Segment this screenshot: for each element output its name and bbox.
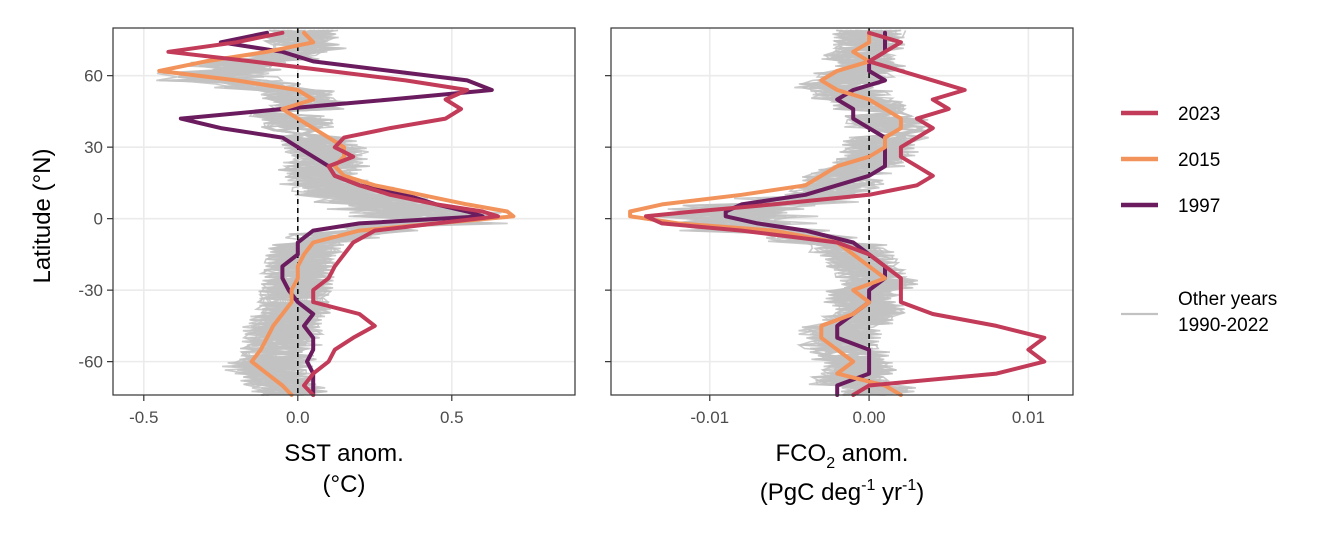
panel-sst-series <box>157 30 516 397</box>
panel-sst-other-years <box>156 29 508 396</box>
fco2-other-year-line-27 <box>698 30 929 396</box>
panel-sst-border <box>112 27 576 396</box>
panel-sst: 60 30 0 -30 -60 -0.5 0.0 0.5 Latitude (°N) SST… <box>29 27 576 498</box>
sst-x-tick-label-0: -0.5 <box>129 408 158 427</box>
panel-sst-x-ticks: -0.5 0.0 0.5 <box>129 395 464 427</box>
fco2-x-tick-label-2: 0.01 <box>1012 408 1045 427</box>
fco2-unit-a: (PgC deg <box>760 479 861 506</box>
fco2-title-main: FCO <box>776 440 827 467</box>
legend-label-other-line1: Other years <box>1178 289 1277 310</box>
panel-fco2: -0.01 0.00 0.01 FCO2 anom. (PgC deg-1 yr-1… <box>605 27 1074 506</box>
panel-sst-y-ticks: 60 30 0 -30 -60 <box>78 67 113 372</box>
panel-fco2-x-title-line2: (PgC deg-1 yr-1) <box>760 477 925 506</box>
sst-y-tick-label-2: 0 <box>94 210 103 229</box>
sst-x-tick-label-1: 0.0 <box>286 408 310 427</box>
panel-fco2-y-ticks <box>605 75 611 363</box>
fco2-unit-c: ) <box>916 479 924 506</box>
fco2-series-1997 <box>723 30 887 397</box>
panel-fco2-x-title-line1: FCO2 anom. <box>776 440 909 472</box>
legend-label-2015: 2015 <box>1178 150 1220 171</box>
fco2-series-2023 <box>644 30 1047 397</box>
sst-series-2015 <box>157 30 516 397</box>
legend-label-2023: 2023 <box>1178 104 1220 125</box>
sst-y-tick-label-3: -30 <box>78 281 103 300</box>
fco2-unit-sup2: -1 <box>902 477 916 494</box>
sst-x-tick-label-2: 0.5 <box>440 408 464 427</box>
legend-label-1997: 1997 <box>1178 196 1220 217</box>
sst-y-tick-label-1: 30 <box>84 138 103 157</box>
legend-label-other-line2: 1990-2022 <box>1178 315 1269 336</box>
panel-sst-x-title-line2: (°C) <box>323 471 366 498</box>
panel-sst-x-title-line1: SST anom. <box>284 440 404 467</box>
fco2-series-2015 <box>628 30 903 397</box>
fco2-unit-sup1: -1 <box>861 477 875 494</box>
sst-other-year-line-27 <box>207 29 478 396</box>
sst-y-tick-label-4: -60 <box>78 353 103 372</box>
fco2-x-tick-label-0: -0.01 <box>690 408 729 427</box>
fco2-x-tick-label-1: 0.00 <box>853 408 886 427</box>
fco2-other-year-line-26 <box>672 29 924 396</box>
legend: 2023 2015 1997 Other years 1990-2022 <box>1121 104 1277 336</box>
sst-series-2023 <box>166 30 500 397</box>
fco2-unit-b: yr <box>875 479 902 506</box>
y-axis-title: Latitude (°N) <box>29 149 56 284</box>
panel-fco2-series <box>628 30 1047 397</box>
fco2-title-sub: 2 <box>826 455 835 472</box>
sst-y-tick-label-0: 60 <box>84 67 103 86</box>
fco2-title-rest: anom. <box>835 440 908 467</box>
panel-fco2-border <box>610 27 1074 396</box>
panel-fco2-x-ticks: -0.01 0.00 0.01 <box>690 395 1045 427</box>
